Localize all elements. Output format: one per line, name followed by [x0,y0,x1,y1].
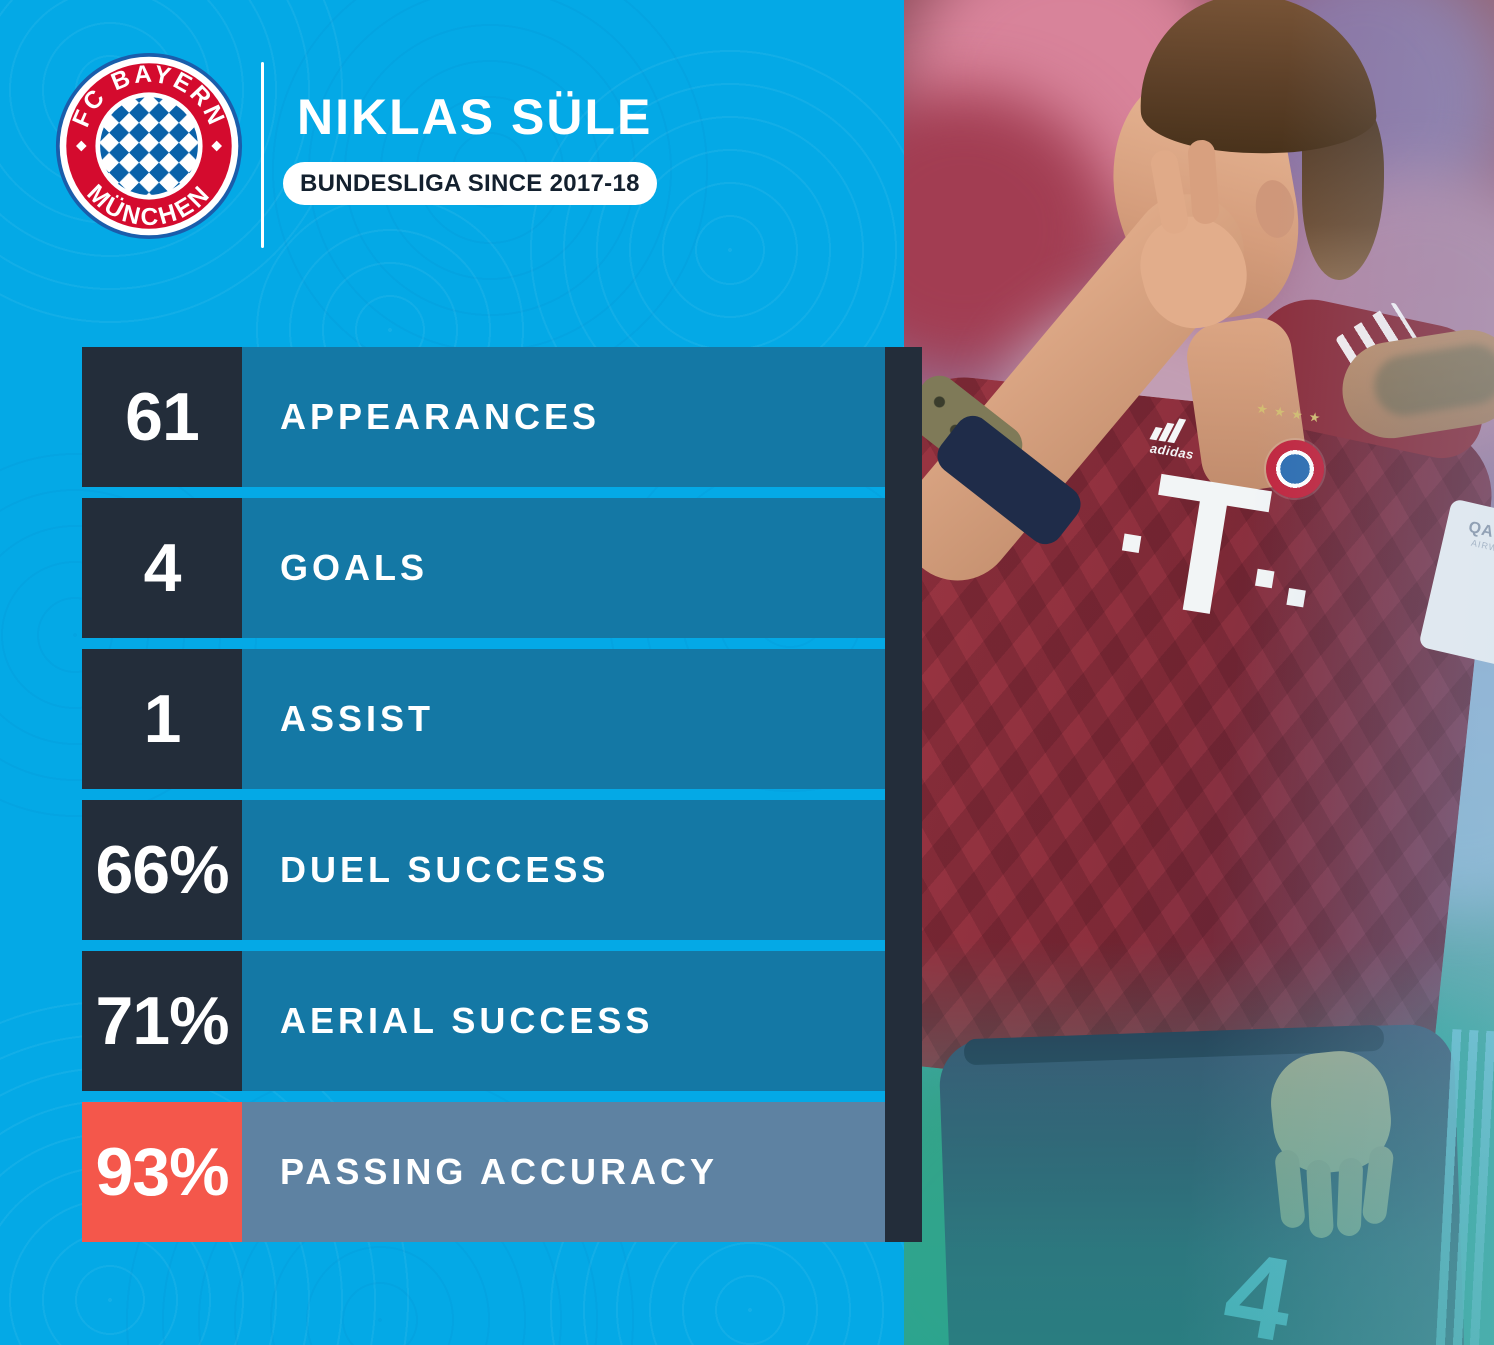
stat-value: 93% [82,1102,242,1242]
stat-label: DUEL SUCCESS [280,849,610,890]
telekom-dot-icon [1255,568,1275,589]
header-divider [261,62,264,248]
telekom-dot-icon [1121,533,1142,553]
stat-value: 4 [82,498,242,638]
stat-label-bar: DUEL SUCCESS [242,800,885,940]
stat-value: 71% [82,951,242,1091]
hanging-hand-finger [1336,1157,1364,1237]
stat-row: 1 ASSIST [82,649,885,789]
telekom-sponsor-logo: T [1121,434,1347,682]
stat-label-bar: GOALS [242,498,885,638]
stat-label-bar: AERIAL SUCCESS [242,951,885,1091]
stat-value: 61 [82,347,242,487]
hanging-hand-finger [1305,1159,1335,1239]
stat-label: AERIAL SUCCESS [280,1000,654,1041]
stat-row: 61 APPEARANCES [82,347,885,487]
page-title: NIKLAS SÜLE [297,89,653,145]
stats-list: 61 APPEARANCES 4 GOALS 1 ASSIST 66% DUEL… [82,347,885,1242]
competition-badge: BUNDESLIGA SINCE 2017-18 [283,162,657,205]
stat-label: GOALS [280,547,429,588]
stat-label-bar: PASSING ACCURACY [242,1102,885,1242]
stat-value: 1 [82,649,242,789]
telekom-dot-icon [1286,587,1306,608]
stat-row-highlighted: 93% PASSING ACCURACY [82,1102,885,1242]
stat-row: 4 GOALS [82,498,885,638]
stat-label: PASSING ACCURACY [280,1151,719,1192]
stat-label-bar: ASSIST [242,649,885,789]
stat-label: APPEARANCES [280,396,601,437]
stat-value: 66% [82,800,242,940]
stat-row: 71% AERIAL SUCCESS [82,951,885,1091]
raised-hand-finger [1187,139,1220,225]
player-photo: ★★★★ adidas T QATAR AIRWAYS 4 [904,0,1494,1345]
stat-label: ASSIST [280,698,435,739]
club-crest-logo: FC BAYERN MÜNCHEN [55,52,243,240]
stat-row: 66% DUEL SUCCESS [82,800,885,940]
stat-label-bar: APPEARANCES [242,347,885,487]
stats-edge-bar [885,347,922,1242]
